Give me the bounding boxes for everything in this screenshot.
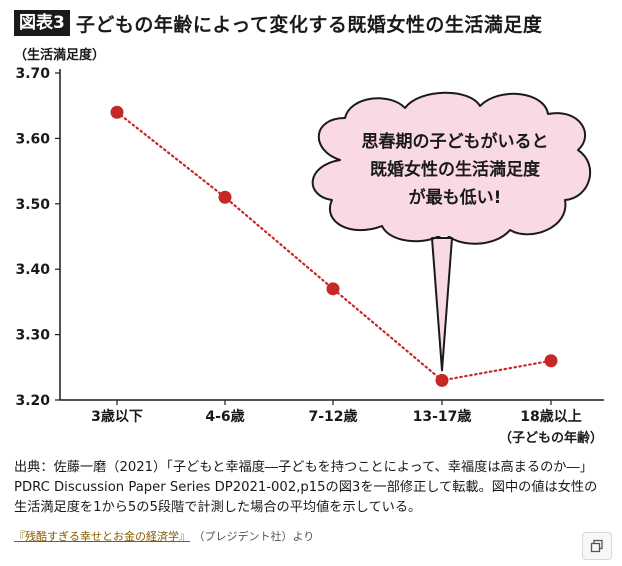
line-chart: 3.70 3.60 3.50 3.40 3.30 3.20 3歳以下 4-6歳 7-12歳 13-… (15, 66, 604, 446)
x-tick-label: 4-6歳 (205, 408, 244, 425)
book-title-link[interactable]: 『残酷すぎる幸せとお金の経済学』 (14, 530, 190, 543)
y-tick-label: 3.60 (15, 131, 50, 147)
annotation-text: が最も低い! (409, 187, 502, 208)
x-tick-label: 18歳以上 (520, 408, 581, 425)
source-citation: 出典：佐藤一磨（2021）「子どもと幸福度―子どもを持つことによって、幸福度は高… (14, 460, 598, 515)
book-credit: 『残酷すぎる幸せとお金の経済学』 （プレジデント社）より (14, 528, 314, 544)
copy-icon (590, 539, 603, 553)
x-axis-unit-label: （子どもの年齢） (499, 430, 603, 446)
chart-title: 子どもの年齢によって変化する既婚女性の生活満足度 (75, 13, 543, 36)
y-tick-label: 3.50 (15, 197, 50, 213)
data-point (110, 105, 124, 119)
x-tick-label: 7-12歳 (308, 408, 357, 425)
bubble-seam (434, 229, 450, 236)
figure-badge: 図表3 (14, 10, 70, 36)
data-point (326, 282, 340, 296)
y-tick-label: 3.40 (15, 262, 50, 278)
data-point (218, 190, 232, 204)
data-point (544, 354, 558, 368)
y-axis-label: （生活満足度） (14, 48, 106, 63)
figure-header: 図表3 子どもの年齢によって変化する既婚女性の生活満足度 (14, 10, 542, 36)
copy-button[interactable] (582, 532, 612, 560)
data-point (435, 373, 449, 387)
x-tick-label: 13-17歳 (413, 408, 472, 425)
speech-bubble (311, 91, 592, 372)
publisher-text: （プレジデント社）より (193, 530, 315, 543)
annotation-text: 既婚女性の生活満足度 (370, 159, 541, 180)
annotation-text: 思春期の子どもがいると (362, 131, 549, 152)
y-tick-label: 3.70 (15, 66, 50, 82)
y-tick-label: 3.30 (15, 328, 50, 344)
y-tick-label: 3.20 (15, 393, 50, 409)
x-tick-label: 3歳以下 (91, 408, 143, 425)
